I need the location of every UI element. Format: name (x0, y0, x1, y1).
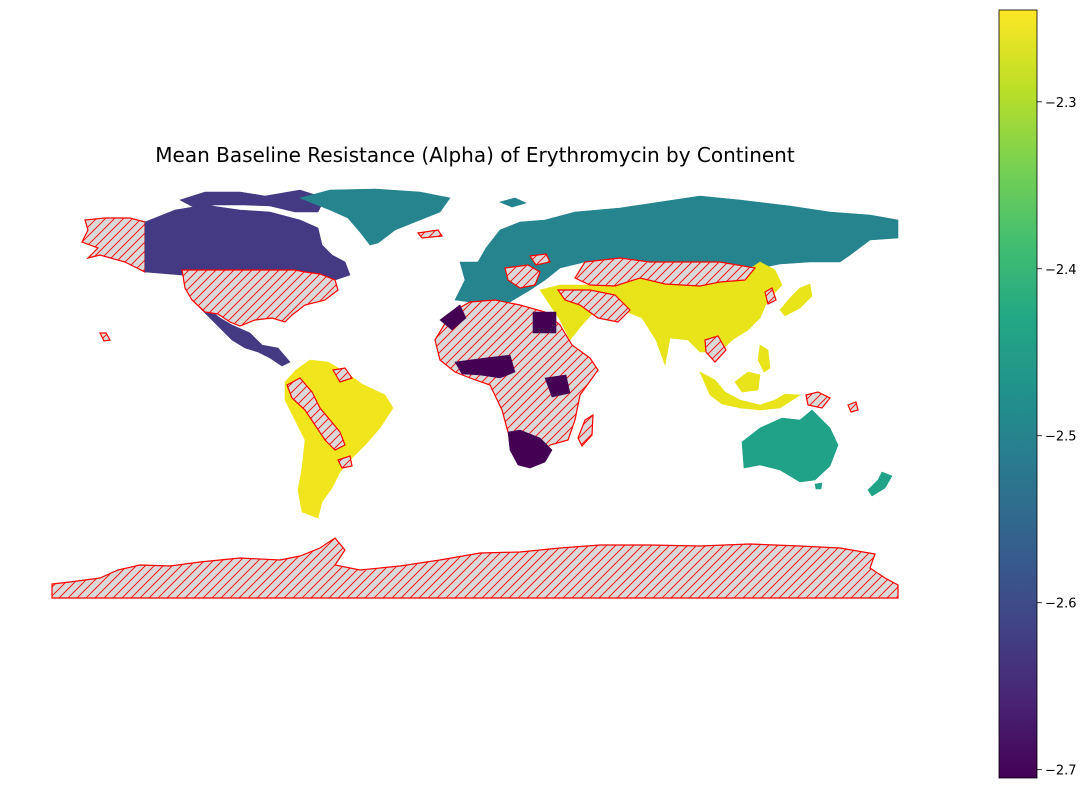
region-usa-missing (181, 269, 339, 327)
region-africa-northwest (439, 304, 467, 331)
region-africa-north (532, 311, 557, 334)
region-andes-missing (286, 377, 346, 451)
region-balkans-missing (504, 264, 541, 289)
region-korea-missing (764, 287, 777, 305)
map-title: Mean Baseline Resistance (Alpha) of Eryt… (155, 143, 795, 167)
region-europe (454, 195, 899, 303)
region-madagascar-missing (577, 413, 594, 448)
colorbar-tick-label: −2.6 (1045, 597, 1077, 612)
colorbar: −2.3 −2.4 −2.5 −2.6 −2.7 (998, 9, 1077, 779)
region-greenland (299, 188, 451, 246)
region-africa-west (454, 354, 516, 379)
region-central-asia-missing (574, 257, 757, 287)
colorbar-gradient (998, 9, 1038, 779)
colorbar-ticks: −2.3 −2.4 −2.5 −2.6 −2.7 (1037, 96, 1077, 779)
colorbar-tick-label: −2.4 (1045, 263, 1077, 278)
region-antarctica-missing (51, 537, 899, 599)
region-tasmania (814, 482, 823, 490)
region-north-america-arctic (179, 189, 326, 213)
map-area (51, 188, 899, 599)
region-japan (779, 283, 813, 317)
region-new-zealand (867, 471, 893, 497)
region-africa-south (507, 429, 553, 469)
region-philippines (757, 344, 771, 373)
region-pacific-islands-missing (847, 401, 859, 413)
region-guiana-missing (332, 367, 353, 383)
colorbar-tick-label: −2.7 (1045, 764, 1077, 779)
region-australia (741, 409, 839, 483)
region-southeast-asia (699, 371, 801, 411)
region-new-guinea-missing (805, 391, 831, 409)
region-africa-missing (434, 299, 599, 456)
region-alaska-missing (81, 217, 146, 273)
region-borneo (734, 371, 761, 393)
region-africa-east (544, 374, 571, 398)
region-central-europe-missing (528, 253, 551, 266)
colorbar-tick-label: −2.3 (1045, 96, 1077, 111)
region-middle-east-missing (556, 289, 631, 323)
region-north-america-south (199, 307, 291, 367)
region-north-america (144, 204, 351, 281)
region-svalbard-missing (416, 229, 444, 239)
colorbar-tick-label: −2.5 (1045, 430, 1077, 445)
region-uruguay-missing (337, 455, 353, 469)
region-iceland (499, 197, 527, 208)
region-myanmar-missing (704, 335, 727, 363)
region-hawaii-missing (99, 332, 111, 342)
